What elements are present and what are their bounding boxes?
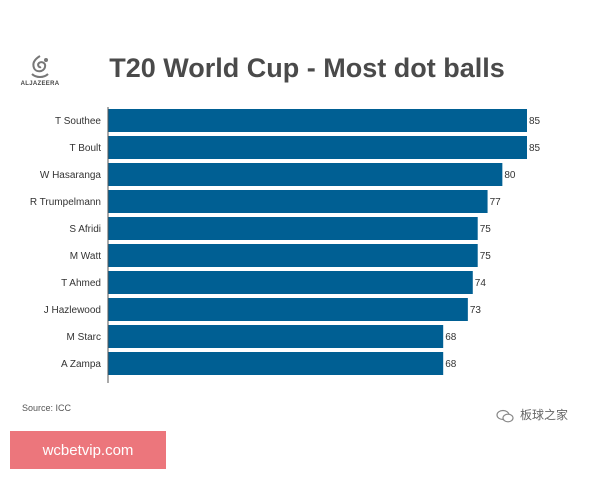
bar (108, 217, 478, 240)
source-note: Source: ICC (22, 403, 72, 413)
bar (108, 190, 488, 213)
promo-banner[interactable]: wcbetvip.com (10, 431, 166, 469)
category-label: R Trumpelmann (30, 197, 101, 208)
aljazeera-logo: ALJAZEERA (18, 54, 62, 87)
value-label: 85 (529, 143, 541, 154)
category-label: T Boult (70, 143, 102, 154)
value-label: 75 (480, 251, 492, 262)
value-label: 68 (445, 359, 457, 370)
category-label: M Watt (70, 251, 102, 262)
bar (108, 352, 444, 375)
category-label: A Zampa (61, 359, 101, 370)
chart-title: T20 World Cup - Most dot balls (109, 53, 505, 83)
category-label: J Hazlewood (44, 305, 101, 316)
value-label: 75 (480, 224, 492, 235)
bar (108, 325, 444, 348)
category-label: S Afridi (69, 224, 101, 235)
bar (108, 163, 503, 186)
value-label: 74 (475, 278, 487, 289)
bar (108, 271, 473, 294)
bar (108, 298, 468, 321)
category-label: M Starc (67, 332, 101, 343)
category-label: T Southee (55, 116, 101, 127)
value-label: 85 (529, 116, 541, 127)
watermark: 板球之家 (496, 406, 568, 423)
bar (108, 136, 527, 159)
aljazeera-logo-icon (31, 55, 49, 78)
category-label: W Hasaranga (40, 170, 102, 181)
bar (108, 109, 527, 132)
bar (108, 244, 478, 267)
value-label: 68 (445, 332, 457, 343)
watermark-text: 板球之家 (520, 408, 569, 422)
category-label: T Ahmed (61, 278, 101, 289)
chat-icon (496, 409, 514, 423)
value-label: 80 (504, 170, 516, 181)
value-label: 73 (470, 305, 482, 316)
value-label: 77 (490, 197, 502, 208)
logo-wordmark: ALJAZEERA (20, 81, 60, 87)
